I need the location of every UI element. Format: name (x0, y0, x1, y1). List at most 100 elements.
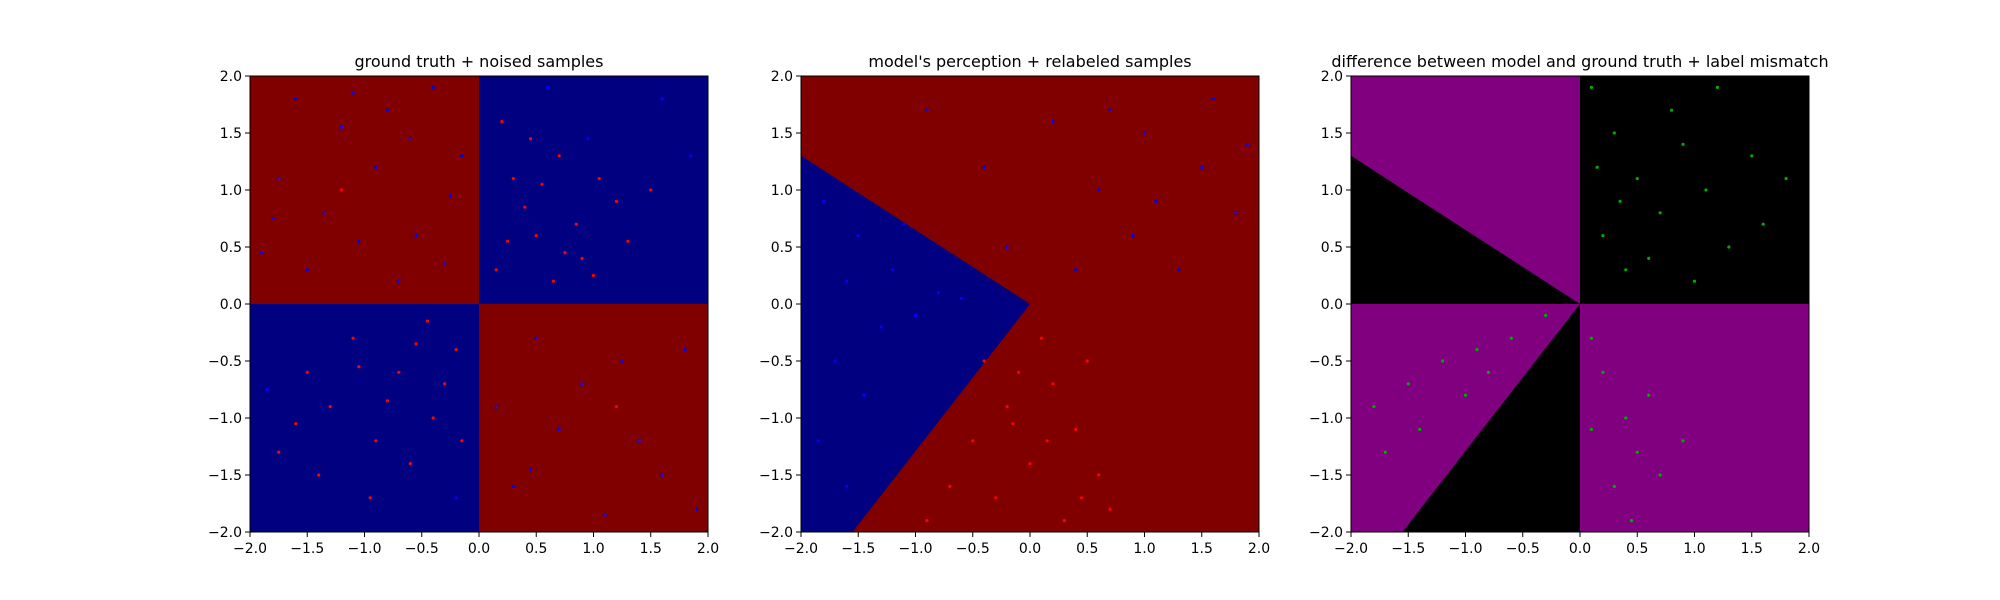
sample-point-s2-38 (614, 405, 619, 409)
y-tick-label: −0.5 (759, 354, 793, 370)
sample-point-s1-4 (431, 85, 435, 89)
chart-panel-2: −2.0 −1.5 −1.0 −0.5 0.0 0.5 1.0 1.5 2.0 −2.0 −1.5 −… (759, 52, 1270, 557)
sample-point-s1-24 (1372, 405, 1376, 409)
sample-point-s1-23 (925, 108, 929, 112)
sample-point-s2-20 (351, 336, 355, 340)
y-tick-label: −1.0 (208, 411, 242, 427)
sample-point-s2-18 (1011, 422, 1015, 426)
sample-point-s2-15 (528, 137, 533, 141)
sample-point-s1-26 (1418, 427, 1422, 431)
x-tick-label: 1.5 (1191, 541, 1213, 557)
x-tick-label: 2.0 (1248, 541, 1270, 557)
y-tick-label: −0.5 (208, 354, 242, 370)
sample-point-s1-29 (1589, 336, 1594, 340)
decision-region-4 (479, 304, 708, 532)
x-tick-label: 1.5 (1741, 541, 1763, 557)
sample-point-s1-5 (1601, 234, 1605, 238)
sample-point-s2-22 (431, 416, 435, 420)
sample-point-s1-27 (1383, 450, 1387, 454)
x-tick-label: 2.0 (697, 541, 719, 557)
x-tick-label: 0.5 (1626, 541, 1648, 557)
sample-point-s1-1 (1589, 85, 1594, 89)
sample-point-s2-12 (1016, 370, 1021, 374)
sample-point-s2-7 (523, 205, 527, 209)
sample-point-s1-11 (1750, 154, 1754, 158)
sample-point-s1-19 (1544, 313, 1548, 317)
sample-point-s2-5 (1028, 462, 1032, 466)
sample-point-s1-1 (294, 97, 298, 101)
sample-point-s1-9 (414, 234, 418, 238)
sample-point-s2-2 (1051, 382, 1055, 386)
sample-point-s2-7 (1097, 473, 1101, 477)
sample-point-s2-9 (597, 177, 601, 181)
decision-region-1 (250, 76, 479, 304)
sample-point-s1-5 (460, 154, 464, 158)
sample-point-s1-2 (340, 125, 344, 129)
sample-point-s1-17 (1200, 165, 1204, 169)
sample-point-s2-34 (368, 496, 372, 500)
sample-point-s1-8 (1704, 188, 1708, 192)
sample-point-s1-7 (913, 313, 918, 317)
y-tick-label: 2.0 (771, 69, 793, 85)
x-tick-label: −1.0 (348, 541, 382, 557)
sample-point-s1-2 (1612, 131, 1616, 135)
sample-point-s2-15 (1045, 439, 1049, 443)
sample-point-s2-10 (948, 484, 952, 488)
sample-point-s1-36 (586, 137, 590, 141)
x-tick-label: −0.5 (956, 541, 990, 557)
sample-point-s1-3 (385, 108, 389, 112)
sample-point-s1-28 (557, 427, 561, 431)
x-tick-label: −1.5 (1391, 541, 1425, 557)
y-tick-label: 0.5 (771, 240, 793, 256)
y-tick-label: 1.0 (771, 183, 793, 199)
plot-area (1351, 76, 1809, 532)
sample-point-s1-18 (1692, 279, 1697, 283)
sample-point-s1-25 (511, 484, 515, 488)
sample-point-s1-3 (1635, 177, 1639, 181)
sample-point-s1-29 (620, 359, 624, 363)
x-tick-label: 0.5 (1076, 541, 1098, 557)
sample-point-s2-29 (357, 365, 361, 369)
chart-title: model's perception + relabeled samples (868, 52, 1191, 71)
sample-point-s1-10 (448, 194, 452, 198)
sample-point-s1-28 (1486, 370, 1490, 374)
sample-point-s1-7 (1681, 142, 1685, 146)
y-tick-label: −1.5 (208, 468, 242, 484)
sample-point-s2-8 (551, 279, 556, 283)
sample-point-s1-14 (1761, 222, 1765, 226)
sample-point-s2-28 (443, 382, 447, 386)
chart-title: ground truth + noised samples (355, 52, 604, 71)
sample-point-s1-24 (683, 348, 687, 352)
y-tick-label: 1.5 (1321, 126, 1343, 142)
y-tick-label: 0.0 (1321, 297, 1343, 313)
y-tick-label: 1.5 (771, 126, 793, 142)
x-tick-label: −1.0 (899, 541, 933, 557)
sample-point-s1-19 (689, 154, 693, 158)
sample-point-s1-12 (305, 268, 309, 272)
x-tick-label: 2.0 (1798, 541, 1820, 557)
x-tick-label: −2.0 (784, 541, 818, 557)
sample-point-s2-17 (500, 120, 504, 124)
sample-point-s1-13 (1715, 85, 1719, 89)
y-tick-label: 0.0 (771, 297, 793, 313)
sample-point-s1-34 (454, 496, 458, 500)
sample-point-s2-3 (1005, 405, 1009, 409)
sample-point-s1-13 (357, 239, 361, 243)
sample-point-s2-37 (340, 188, 344, 192)
sample-point-s1-17 (351, 91, 355, 95)
x-tick-label: 0.0 (1019, 541, 1041, 557)
sample-point-s2-13 (1108, 507, 1112, 511)
sample-point-s2-18 (649, 188, 653, 192)
sample-point-s1-20 (1234, 211, 1238, 215)
sample-point-s1-33 (265, 387, 269, 392)
decision-region-2 (801, 155, 1030, 532)
sample-point-s2-1 (511, 177, 515, 181)
y-tick-label: −1.0 (759, 411, 793, 427)
y-tick-label: 0.5 (220, 240, 242, 256)
sample-point-s2-8 (994, 496, 998, 500)
sample-point-s1-21 (1074, 268, 1078, 272)
sample-point-s1-8 (374, 165, 378, 169)
x-tick-label: 1.5 (640, 541, 662, 557)
sample-point-s2-11 (506, 239, 510, 243)
